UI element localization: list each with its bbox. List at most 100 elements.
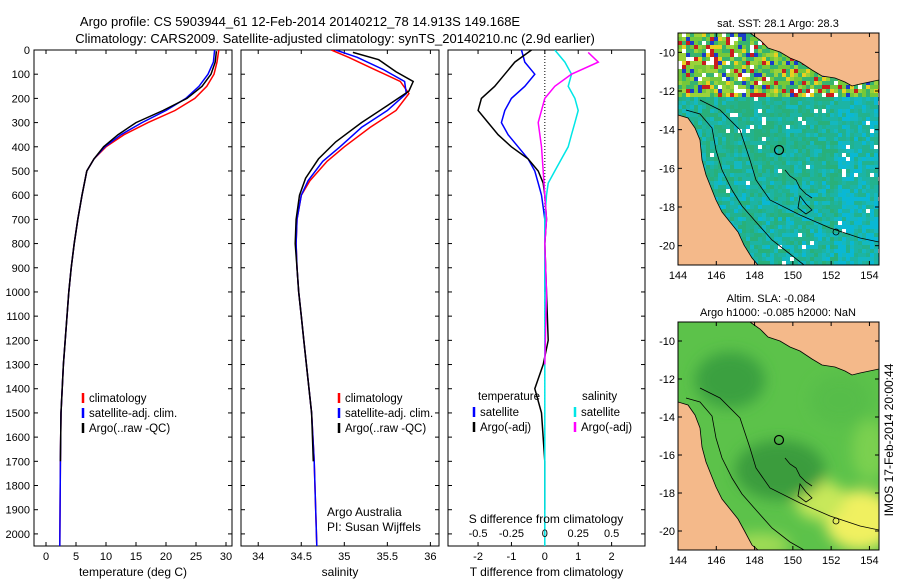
sal-tick-label: 0.25 xyxy=(568,528,589,540)
y-tick-label: 0 xyxy=(24,45,30,57)
x-tick-label: 0 xyxy=(43,551,49,563)
x-tick-label: -2 xyxy=(473,551,483,563)
x-tick-label: 2 xyxy=(609,551,615,563)
y-tick-label: 1700 xyxy=(6,456,30,468)
map-y-tick: -12 xyxy=(659,374,675,386)
y-tick-label: 2000 xyxy=(6,529,30,541)
sla-map-panel: Altim. SLA: -0.084 Argo h1000: -0.085 h2… xyxy=(659,293,880,567)
sal-tick-label: 0.5 xyxy=(604,528,619,540)
sst-map-title: sat. SST: 28.1 Argo: 28.3 xyxy=(717,18,839,30)
map-y-tick: -10 xyxy=(659,336,675,348)
map-y-tick: -14 xyxy=(659,412,675,424)
map-x-tick: 148 xyxy=(745,270,763,282)
series-line-salinity-argo-adj- xyxy=(537,51,600,365)
argo-position-marker-2 xyxy=(773,434,785,446)
map-y-tick: -16 xyxy=(659,163,675,175)
x-tick-label: 25 xyxy=(190,551,202,563)
legend-entry: climatology xyxy=(345,393,403,405)
x-tick-label: 35.5 xyxy=(377,551,398,563)
plot-frame xyxy=(33,49,233,547)
x-axis-label: temperature (deg C) xyxy=(79,565,187,579)
series-line-argo-raw-qc- xyxy=(294,51,415,462)
y-tick-label: 900 xyxy=(12,263,30,275)
x-tick-label: 36 xyxy=(424,551,436,563)
difference-panel: -2 -1 0 1 2 T difference from climatology -0.5… xyxy=(447,49,646,579)
map-x-tick: 148 xyxy=(745,555,763,567)
y-tick-label: 1600 xyxy=(6,432,30,444)
legend-entry: Argo(..raw -QC) xyxy=(89,423,170,435)
sla-map-title-1: Altim. SLA: -0.084 xyxy=(727,293,816,305)
map-x-tick: 154 xyxy=(860,555,878,567)
x-tick-label: 0 xyxy=(542,551,548,563)
sla-map-title-2: Argo h1000: -0.085 h2000: NaN xyxy=(700,307,856,319)
x-axis-label-top: S difference from climatology xyxy=(469,512,624,526)
x-tick-label: 30 xyxy=(220,551,232,563)
map-y-tick: -14 xyxy=(659,125,675,137)
land-papua xyxy=(749,33,879,87)
plot-frame xyxy=(240,49,440,547)
series-line-temperature-satellite xyxy=(500,50,546,292)
sst-map-panel: sat. SST: 28.1 Argo: 28.3 144 146 148 150 15… xyxy=(659,18,880,282)
sal-tick-label: -0.25 xyxy=(499,528,524,540)
credit-line2: PI: Susan Wijffels xyxy=(327,520,421,534)
y-tick-label: 700 xyxy=(12,214,30,226)
map-y-tick: -18 xyxy=(659,488,675,500)
credit-line1: Argo Australia xyxy=(327,505,402,519)
map-y-tick: -10 xyxy=(659,47,675,59)
legend-entry: Argo(-adj) xyxy=(480,422,531,434)
x-tick-label: 20 xyxy=(160,551,172,563)
map-y-tick: -12 xyxy=(659,86,675,98)
map-x-tick: 152 xyxy=(822,555,840,567)
y-tick-label: 1000 xyxy=(6,287,30,299)
y-tick-label: 100 xyxy=(12,69,30,81)
map-x-tick: 146 xyxy=(707,270,725,282)
title-line1: Argo profile: CS 5903944_61 12-Feb-2014 … xyxy=(80,14,521,29)
x-tick-label: 34.5 xyxy=(291,551,312,563)
argo-position-marker xyxy=(773,144,785,156)
map-y-tick: -16 xyxy=(659,450,675,462)
y-tick-label: 1100 xyxy=(6,311,30,323)
x-tick-label: 1 xyxy=(575,551,581,563)
x-axis-label: salinity xyxy=(322,565,359,579)
x-tick-label: 34 xyxy=(252,551,264,563)
salinity-panel: 34 34.5 35 35.5 36 salinity climatology satelli… xyxy=(240,49,440,579)
legend-entry: satellite xyxy=(581,407,620,419)
map-x-tick: 152 xyxy=(822,270,840,282)
map-y-tick: -20 xyxy=(659,241,675,253)
x-tick-label: 15 xyxy=(130,551,142,563)
x-axis-label: T difference from climatology xyxy=(470,565,624,579)
land-papua-2 xyxy=(749,322,879,376)
map-x-tick: 144 xyxy=(669,555,687,567)
map-x-tick: 146 xyxy=(707,555,725,567)
y-tick-label: 1200 xyxy=(6,335,30,347)
series-line-temperature-argo-adj- xyxy=(477,50,549,510)
y-tick-label: 1900 xyxy=(6,505,30,517)
map-x-tick: 144 xyxy=(669,270,687,282)
sal-tick-label: -0.5 xyxy=(469,528,488,540)
legend-entry: satellite xyxy=(480,407,519,419)
legend-entry: Argo(-adj) xyxy=(581,422,632,434)
map-x-tick: 150 xyxy=(784,555,802,567)
map-y-tick: -18 xyxy=(659,202,675,214)
y-tick-label: 1800 xyxy=(6,481,30,493)
x-tick-label: 35 xyxy=(338,551,350,563)
y-tick-label: 400 xyxy=(12,142,30,154)
y-tick-label: 1300 xyxy=(6,360,30,372)
y-tick-label: 600 xyxy=(12,190,30,202)
x-tick-label: 5 xyxy=(73,551,79,563)
temperature-panel: 0100200300400500600700800900100011001200… xyxy=(6,45,233,579)
y-tick-label: 500 xyxy=(12,166,30,178)
x-tick-label: -1 xyxy=(507,551,517,563)
legend-entry: climatology xyxy=(89,393,147,405)
y-tick-label: 1500 xyxy=(6,408,30,420)
y-tick-label: 1400 xyxy=(6,384,30,396)
legend-title-temperature: temperature xyxy=(478,391,540,403)
title-line2: Climatology: CARS2009. Satellite-adjuste… xyxy=(75,31,595,46)
sal-tick-label: 0 xyxy=(542,528,548,540)
legend-entry: Argo(..raw -QC) xyxy=(345,423,426,435)
legend-entry: satellite-adj. clim. xyxy=(345,408,433,420)
y-tick-label: 800 xyxy=(12,239,30,251)
legend-title-salinity: salinity xyxy=(582,391,617,403)
map-y-tick: -20 xyxy=(659,526,675,538)
